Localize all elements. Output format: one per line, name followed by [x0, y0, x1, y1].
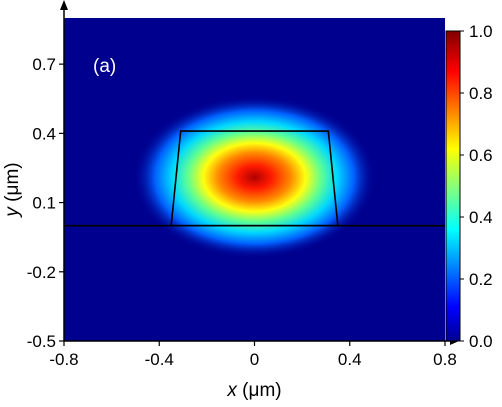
x-tick-label: -0.8: [49, 350, 78, 369]
y-tick-label: 0.7: [32, 55, 56, 74]
y-axis-label: y (μm): [2, 162, 23, 218]
mode-field-spot: [133, 95, 376, 259]
x-tick-label: 0.8: [433, 350, 457, 369]
y-axis-ticks: -0.5 -0.2 0.1 0.4 0.7: [27, 55, 64, 351]
panel-label: (a): [93, 56, 116, 77]
colorbar-ticks: 0.0 0.2 0.4 0.6 0.8 1.0: [460, 22, 493, 351]
colorbar-tick-label: 0.0: [469, 332, 493, 351]
x-tick-label: 0.4: [338, 350, 362, 369]
colorbar: [445, 30, 461, 342]
colorbar-tick-label: 0.2: [469, 270, 493, 289]
x-tick-label: 0: [250, 350, 259, 369]
y-tick-label: 0.1: [32, 194, 56, 213]
x-axis-label: x (μm): [226, 380, 281, 401]
colorbar-tick-label: 1.0: [469, 22, 493, 41]
colorbar-tick-label: 0.4: [469, 208, 493, 227]
colorbar-tick-label: 0.6: [469, 146, 493, 165]
colorbar-tick-label: 0.8: [469, 84, 493, 103]
y-tick-label: -0.2: [27, 263, 56, 282]
y-tick-label: 0.4: [32, 124, 56, 143]
x-axis-ticks: -0.8 -0.4 0 0.4 0.8: [49, 341, 457, 369]
x-tick-label: -0.4: [145, 350, 174, 369]
y-axis-arrow-icon: [60, 0, 68, 10]
y-tick-label: -0.5: [27, 332, 56, 351]
